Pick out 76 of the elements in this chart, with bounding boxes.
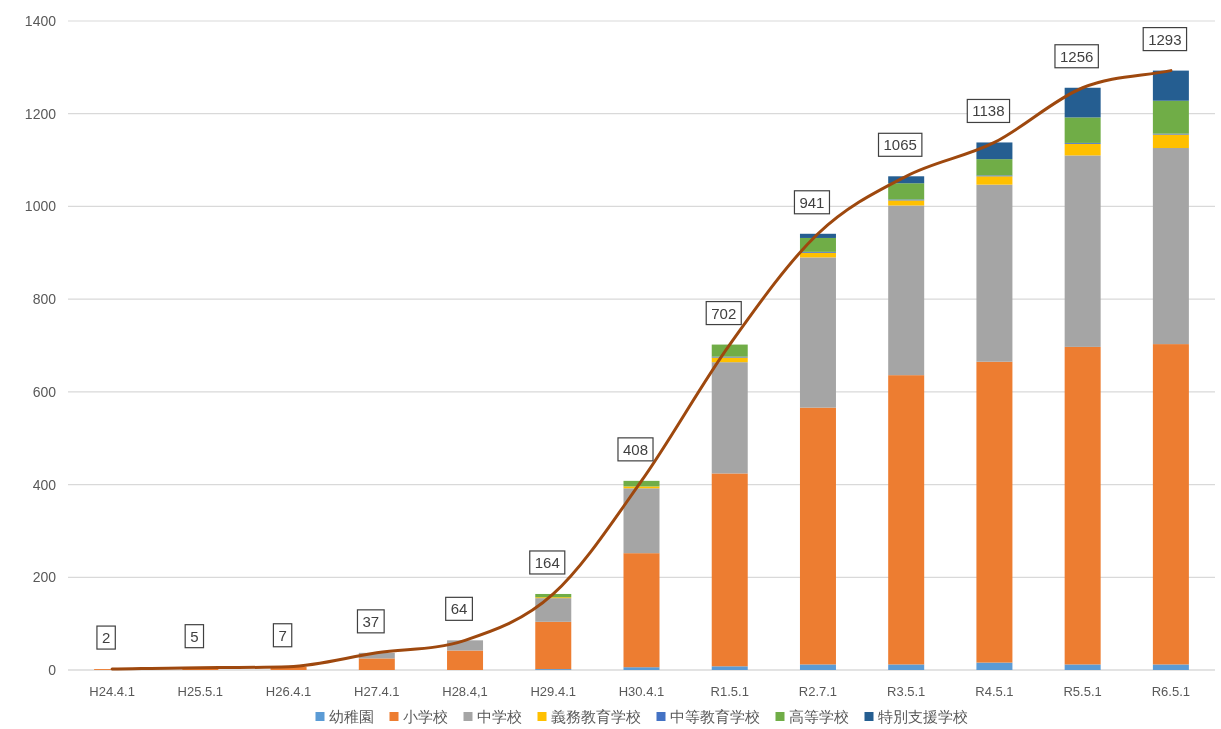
y-tick-label: 1000 bbox=[24, 198, 57, 215]
x-tick-label: H28.4,1 bbox=[442, 684, 488, 699]
y-tick-label: 800 bbox=[32, 291, 57, 308]
bar bbox=[976, 662, 1013, 670]
bar bbox=[623, 553, 660, 668]
bar bbox=[1064, 346, 1101, 665]
legend-label: 幼稚園 bbox=[328, 708, 374, 725]
bar bbox=[447, 650, 484, 670]
data-label: 37 bbox=[362, 612, 380, 630]
data-label: 408 bbox=[622, 440, 649, 458]
bar bbox=[888, 183, 925, 200]
bar bbox=[1064, 664, 1101, 670]
bar bbox=[1064, 143, 1101, 156]
x-tick-label: R2.7.1 bbox=[798, 684, 838, 699]
data-label: 1293 bbox=[1148, 30, 1182, 48]
x-tick-label: H25.5.1 bbox=[177, 684, 224, 699]
bar bbox=[535, 621, 572, 670]
legend-label: 義務教育学校 bbox=[550, 708, 641, 725]
x-tick-label: R6.5.1 bbox=[1151, 684, 1191, 699]
bar bbox=[1064, 155, 1101, 347]
data-label: 941 bbox=[799, 193, 825, 211]
bar bbox=[1152, 134, 1189, 149]
data-label: 7 bbox=[278, 626, 287, 644]
bar bbox=[711, 362, 748, 474]
legend-label: 中等教育学校 bbox=[669, 708, 760, 725]
data-label: 5 bbox=[190, 627, 199, 645]
bar bbox=[358, 658, 395, 670]
x-tick-label: H24.4.1 bbox=[89, 684, 135, 699]
x-tick-label: H30.4.1 bbox=[618, 684, 665, 699]
bar bbox=[888, 664, 925, 670]
bar bbox=[1152, 344, 1189, 665]
bar bbox=[1064, 117, 1101, 143]
y-tick-label: 0 bbox=[48, 662, 57, 678]
bar bbox=[1152, 70, 1189, 101]
y-tick-label: 200 bbox=[32, 569, 57, 586]
bar bbox=[711, 473, 748, 667]
bar bbox=[799, 407, 836, 665]
bar bbox=[1152, 664, 1189, 670]
bar bbox=[1152, 100, 1189, 134]
bar bbox=[976, 361, 1013, 663]
bar bbox=[976, 159, 1013, 176]
data-label: 164 bbox=[534, 553, 560, 571]
x-tick-label: R3.5.1 bbox=[887, 684, 926, 699]
bar bbox=[888, 205, 925, 376]
x-tick-label: R1.5.1 bbox=[710, 684, 749, 699]
data-label: 1256 bbox=[1059, 47, 1094, 65]
data-label: 1138 bbox=[972, 102, 1005, 120]
bar bbox=[623, 667, 660, 670]
data-label: 702 bbox=[711, 304, 737, 322]
bar bbox=[1064, 87, 1101, 118]
x-tick-label: H26.4.1 bbox=[265, 684, 312, 699]
legend-label: 小学校 bbox=[402, 708, 448, 725]
y-tick-label: 400 bbox=[32, 476, 57, 493]
bar bbox=[888, 375, 925, 665]
bar bbox=[711, 666, 748, 670]
y-tick-label: 600 bbox=[32, 383, 57, 400]
bar bbox=[1152, 148, 1189, 345]
data-label: 1065 bbox=[883, 136, 917, 154]
data-label: 64 bbox=[450, 600, 468, 618]
bar bbox=[888, 200, 925, 206]
x-tick-label: H27.4.1 bbox=[354, 684, 400, 699]
y-tick-label: 1200 bbox=[24, 105, 57, 122]
x-tick-label: H29.4.1 bbox=[530, 684, 577, 699]
legend-label: 中学校 bbox=[476, 708, 522, 725]
bar bbox=[976, 184, 1013, 362]
legend-label: 高等学校 bbox=[788, 708, 849, 725]
x-tick-label: R5.5.1 bbox=[1063, 684, 1102, 699]
bar bbox=[535, 598, 572, 622]
bar bbox=[623, 488, 660, 554]
bar bbox=[799, 257, 836, 408]
data-label: 2 bbox=[101, 629, 111, 647]
bar bbox=[976, 176, 1013, 185]
y-tick-label: 1400 bbox=[24, 13, 57, 29]
x-tick-label: R4.5.1 bbox=[975, 684, 1014, 699]
bar bbox=[799, 664, 836, 670]
legend-label: 特別支援学校 bbox=[877, 708, 968, 725]
